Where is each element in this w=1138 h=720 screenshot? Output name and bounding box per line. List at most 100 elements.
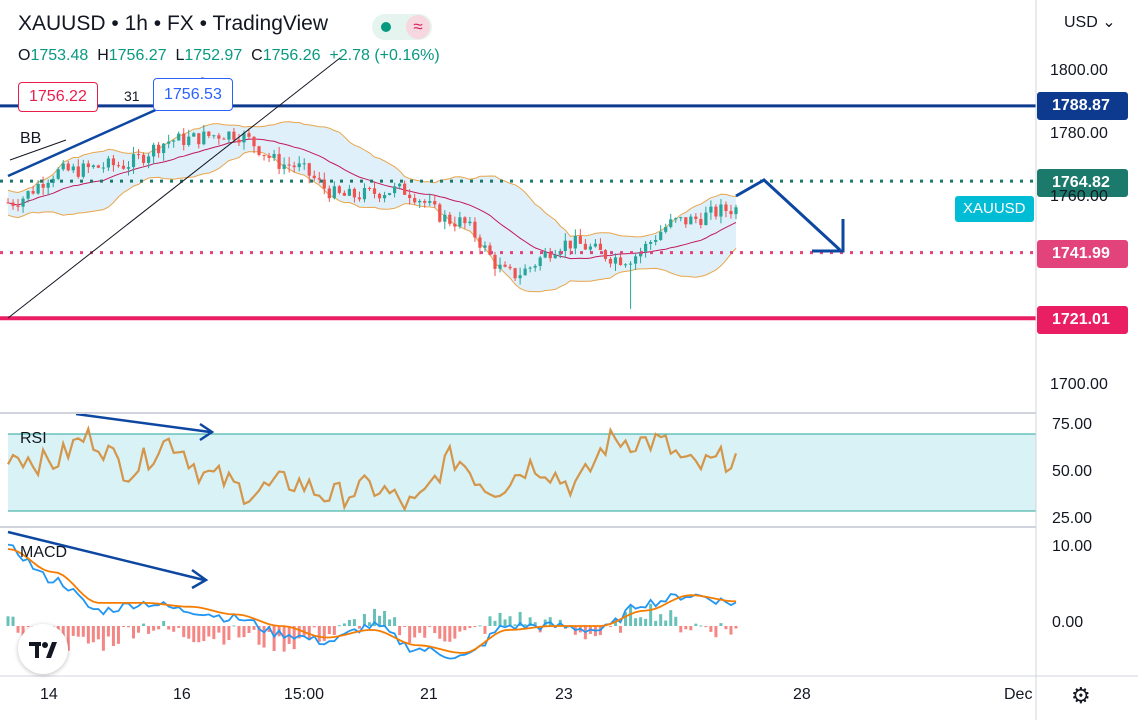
symbol: XAUUSD xyxy=(18,12,106,35)
macd-histogram-bar xyxy=(383,611,387,626)
bb-label[interactable]: BB xyxy=(20,130,42,147)
interval: 1h xyxy=(124,12,148,35)
candle-body xyxy=(302,163,306,165)
candle-body xyxy=(96,165,100,168)
candle-body xyxy=(654,240,658,242)
candle-body xyxy=(563,240,567,252)
candle-body xyxy=(498,264,502,269)
candle-body xyxy=(91,165,95,168)
candle-body xyxy=(413,198,417,203)
candle-body xyxy=(674,218,678,220)
macd-histogram-bar xyxy=(674,616,678,626)
candle-body xyxy=(428,201,432,203)
candle-body xyxy=(312,175,316,179)
candle-body xyxy=(493,254,497,269)
macd-histogram-bar xyxy=(468,626,472,628)
candle-body xyxy=(307,163,311,176)
candle-body xyxy=(659,231,663,241)
candle-body xyxy=(528,267,532,269)
macd-histogram-bar xyxy=(116,626,120,644)
candle-body xyxy=(217,135,221,139)
annotations xyxy=(7,57,845,319)
candle-body xyxy=(538,257,542,266)
market-open-icon xyxy=(381,22,391,32)
macd-pane xyxy=(6,530,738,660)
time-tick: 14 xyxy=(40,686,58,703)
close-value: 1756.26 xyxy=(262,47,321,64)
macd-histogram-bar xyxy=(26,626,30,628)
candle-body xyxy=(237,139,241,143)
macd-histogram-bar xyxy=(694,623,698,626)
macd-histogram-bar xyxy=(267,626,271,632)
macd-label[interactable]: MACD xyxy=(20,544,68,561)
candle-body xyxy=(332,186,336,199)
candles xyxy=(6,124,738,309)
candle-body xyxy=(382,194,387,199)
macd-histogram-bar xyxy=(66,626,70,651)
candle-body xyxy=(633,256,638,264)
candle-body xyxy=(443,214,447,222)
candle-body xyxy=(61,163,65,170)
price-tick: 1700.00 xyxy=(1050,376,1108,393)
candle-body xyxy=(327,188,331,199)
candle-body xyxy=(86,163,90,168)
macd-histogram-bar xyxy=(699,625,703,627)
level-tag-1721: 1721.01 xyxy=(1037,306,1128,334)
bb-upper xyxy=(7,121,737,238)
macd-histogram-bar xyxy=(212,626,216,640)
macd-histogram-bar xyxy=(724,626,728,630)
macd-histogram-bar xyxy=(16,626,20,633)
candle-body xyxy=(66,163,70,171)
macd-histogram-bar xyxy=(262,626,266,648)
sell-button[interactable]: 1756.22 xyxy=(18,82,98,112)
candle-body xyxy=(222,138,226,140)
macd-histogram-bar xyxy=(528,617,532,626)
macd-histogram-bar xyxy=(533,622,537,626)
candle-body xyxy=(197,133,201,145)
macd-histogram-bar xyxy=(639,617,643,626)
candle-body xyxy=(11,202,15,206)
macd-histogram-bar xyxy=(458,626,462,632)
macd-histogram-bar xyxy=(508,616,512,626)
macd-histogram-bar xyxy=(518,611,522,626)
candle-body xyxy=(608,258,613,264)
candle-body xyxy=(282,164,286,169)
candle-body xyxy=(192,133,196,137)
divergence-arrow-macd xyxy=(191,568,209,590)
candle-body xyxy=(689,216,693,225)
macd-histogram-bar xyxy=(197,626,201,643)
price-tick: 1760.00 xyxy=(1050,188,1108,205)
settings-gear-icon[interactable]: ⚙ xyxy=(1071,683,1091,708)
spread-value: 31 xyxy=(124,88,140,104)
level-tag-1741: 1741.99 xyxy=(1037,240,1128,268)
candle-body xyxy=(76,166,80,177)
candle-body xyxy=(628,263,633,265)
candle-body xyxy=(583,243,587,250)
macd-histogram-bar xyxy=(478,625,482,627)
currency-selector[interactable]: USD ⌄ xyxy=(1064,14,1116,31)
macd-histogram-bar xyxy=(11,616,15,626)
candle-body xyxy=(503,264,507,267)
status-pill[interactable]: ≈ xyxy=(372,14,432,40)
candle-body xyxy=(31,191,35,194)
bollinger-bands xyxy=(7,121,737,293)
macd-histogram-bar xyxy=(332,626,336,636)
candle-body xyxy=(433,201,437,205)
rsi-pane xyxy=(7,412,1036,512)
signal-line xyxy=(7,548,737,654)
buy-button[interactable]: 1756.53 xyxy=(153,78,233,111)
macd-histogram-bar xyxy=(714,626,718,638)
candle-body xyxy=(126,167,131,169)
candle-body xyxy=(588,246,592,250)
chart-title[interactable]: XAUUSD • 1h • FX • TradingView xyxy=(18,12,329,35)
rsi-label[interactable]: RSI xyxy=(20,430,47,447)
candle-body xyxy=(121,165,126,169)
candle-body xyxy=(533,265,537,268)
candle-body xyxy=(473,221,477,238)
candle-body xyxy=(603,250,608,259)
tradingview-logo xyxy=(18,624,68,674)
price-tick: 1800.00 xyxy=(1050,62,1108,79)
macd-histogram-bar xyxy=(132,626,136,639)
candle-body xyxy=(408,194,412,199)
